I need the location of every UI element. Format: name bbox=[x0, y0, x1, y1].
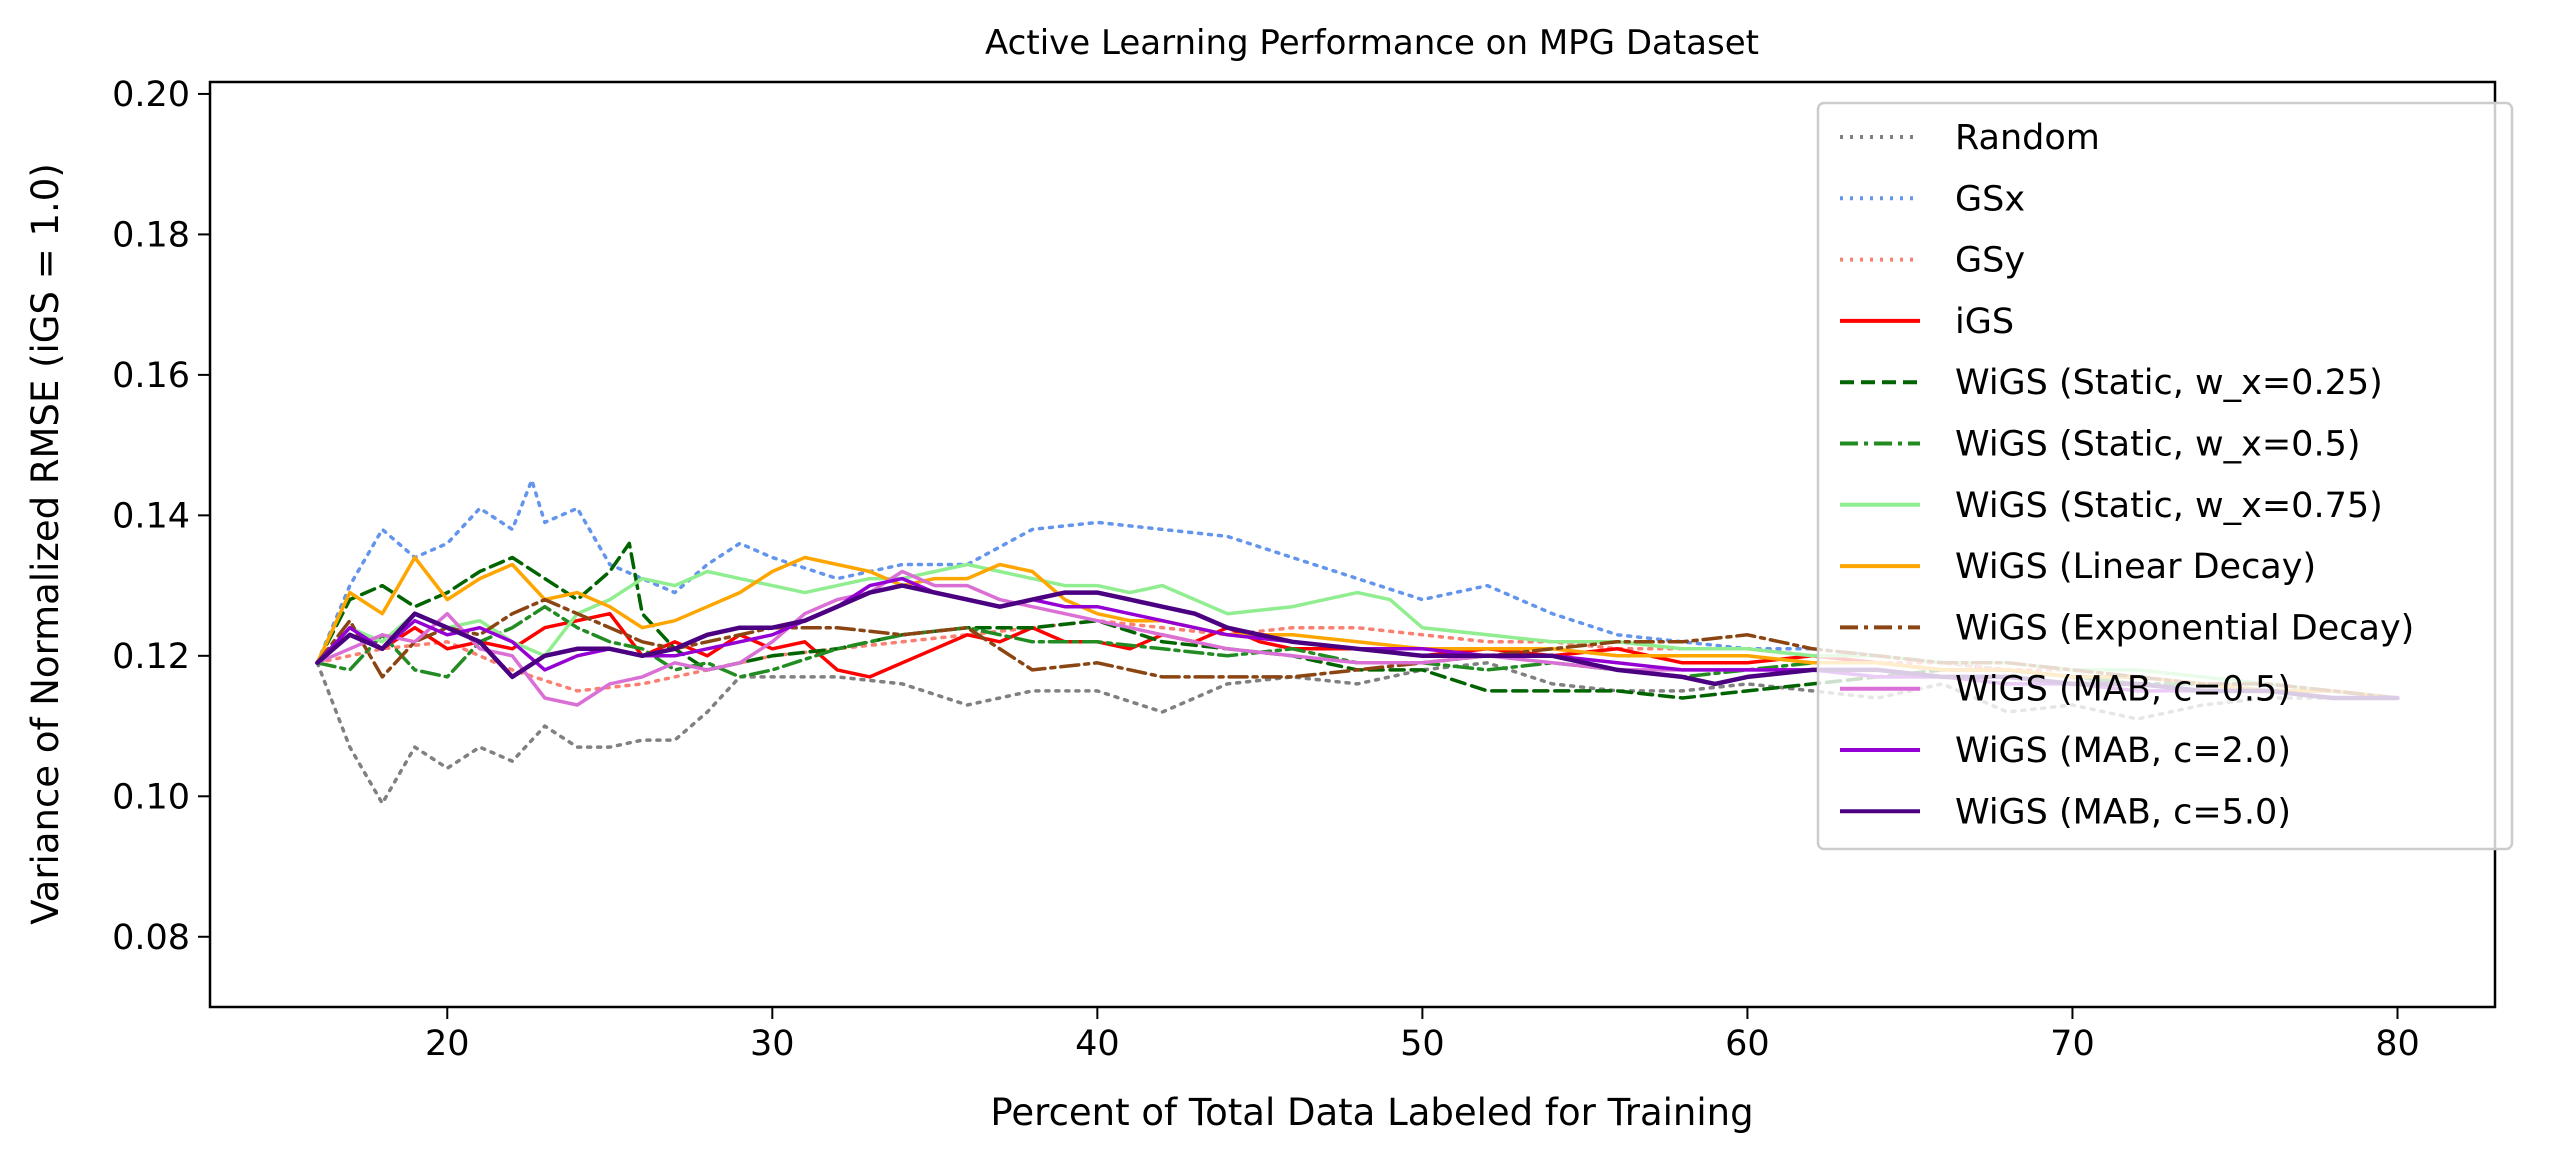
legend-label-gsy: GSy bbox=[1955, 241, 2025, 281]
y-tick-label: 0.20 bbox=[112, 75, 190, 115]
legend-label-wigs-static-w-x-0-5: WiGS (Static, w_x=0.5) bbox=[1955, 425, 2361, 465]
x-tick-label: 70 bbox=[2050, 1024, 2095, 1064]
y-tick-label: 0.10 bbox=[112, 777, 190, 817]
y-axis: 0.08 0.10 0.12 0.14 0.16 0.18 0.20 bbox=[112, 75, 210, 958]
y-tick-label: 0.16 bbox=[112, 356, 190, 396]
y-tick-label: 0.18 bbox=[112, 215, 190, 255]
x-axis: 20 30 40 50 60 70 80 bbox=[425, 1007, 2420, 1064]
legend-label-wigs-linear-decay: WiGS (Linear Decay) bbox=[1955, 547, 2316, 587]
legend: Random GSx GSy iGS WiGS (Static, w_x=0.25) Wi… bbox=[1816, 101, 2514, 851]
y-tick-label: 0.08 bbox=[112, 918, 190, 958]
legend-label-wigs-mab-c-5-0: WiGS (MAB, c=5.0) bbox=[1955, 792, 2291, 832]
legend-label-wigs-exponential-decay: WiGS (Exponential Decay) bbox=[1955, 608, 2414, 648]
x-axis-label: Percent of Total Data Labeled for Traini… bbox=[990, 1091, 1753, 1134]
x-tick-label: 20 bbox=[425, 1024, 470, 1064]
legend-box bbox=[1816, 101, 2514, 851]
legend-label-wigs-mab-c-2-0: WiGS (MAB, c=2.0) bbox=[1955, 731, 2291, 771]
y-tick-label: 0.12 bbox=[112, 637, 190, 677]
y-axis-label: Variance of Normalized RMSE (iGS = 1.0) bbox=[24, 163, 67, 925]
legend-label-random: Random bbox=[1955, 118, 2100, 158]
x-tick-label: 30 bbox=[750, 1024, 795, 1064]
series-line-gsx bbox=[315, 478, 2400, 700]
legend-label-wigs-mab-c-0-5: WiGS (MAB, c=0.5) bbox=[1955, 670, 2291, 710]
x-tick-label: 50 bbox=[1400, 1024, 1445, 1064]
legend-label-igs: iGS bbox=[1955, 302, 2014, 342]
legend-label-wigs-static-w-x-0-25: WiGS (Static, w_x=0.25) bbox=[1955, 363, 2383, 403]
legend-label-gsx: GSx bbox=[1955, 179, 2025, 219]
x-tick-label: 40 bbox=[1075, 1024, 1120, 1064]
legend-entries: Random GSx GSy iGS WiGS (Static, w_x=0.25) Wi… bbox=[1840, 118, 2414, 832]
x-tick-label: 60 bbox=[1725, 1024, 1770, 1064]
chart-title: Active Learning Performance on MPG Datas… bbox=[985, 23, 1759, 63]
legend-label-wigs-static-w-x-0-75: WiGS (Static, w_x=0.75) bbox=[1955, 486, 2383, 526]
y-tick-label: 0.14 bbox=[112, 496, 190, 536]
x-tick-label: 80 bbox=[2375, 1024, 2420, 1064]
